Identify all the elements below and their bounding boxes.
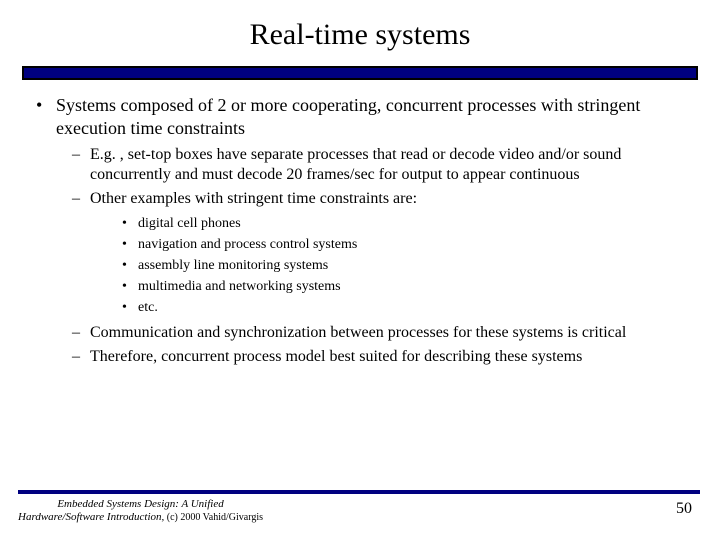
bullet-list-lvl3: digital cell phones navigation and proce…	[90, 215, 692, 317]
list-item: assembly line monitoring systems	[90, 257, 692, 276]
list-item: Other examples with stringent time const…	[56, 189, 692, 317]
page-number: 50	[676, 498, 692, 518]
bullet-text: digital cell phones	[138, 216, 241, 231]
bullet-list-lvl2: E.g. , set-top boxes have separate proce…	[56, 145, 692, 367]
bullet-list-lvl1: Systems composed of 2 or more cooperatin…	[28, 94, 692, 367]
title-divider-bar	[22, 66, 698, 80]
list-item: navigation and process control systems	[90, 236, 692, 255]
bullet-text: multimedia and networking systems	[138, 279, 341, 294]
footer-subtitle: Hardware/Software Introduction,	[18, 511, 164, 523]
list-item: Communication and synchronization betwee…	[56, 323, 692, 343]
footer-row: Embedded Systems Design: A Unified Hardw…	[18, 498, 692, 524]
bullet-text: navigation and process control systems	[138, 237, 357, 252]
slide-footer: Embedded Systems Design: A Unified Hardw…	[0, 490, 720, 524]
list-item: multimedia and networking systems	[90, 278, 692, 297]
footer-divider-bar	[18, 490, 700, 494]
slide: Real-time systems Systems composed of 2 …	[0, 0, 720, 540]
bullet-text: Therefore, concurrent process model best…	[90, 348, 582, 365]
bullet-text: Systems composed of 2 or more cooperatin…	[56, 95, 640, 138]
list-item: E.g. , set-top boxes have separate proce…	[56, 145, 692, 185]
bullet-text: assembly line monitoring systems	[138, 258, 328, 273]
footer-citation: Embedded Systems Design: A Unified Hardw…	[18, 498, 263, 524]
bullet-text: E.g. , set-top boxes have separate proce…	[90, 146, 621, 183]
slide-title: Real-time systems	[22, 18, 698, 52]
list-item: etc.	[90, 299, 692, 318]
bullet-text: etc.	[138, 300, 158, 315]
footer-book-title: Embedded Systems Design: A Unified	[57, 498, 223, 510]
slide-content: Systems composed of 2 or more cooperatin…	[22, 94, 698, 367]
footer-copyright: (c) 2000 Vahid/Givargis	[164, 512, 263, 523]
list-item: digital cell phones	[90, 215, 692, 234]
bullet-text: Communication and synchronization betwee…	[90, 324, 626, 341]
list-item: Systems composed of 2 or more cooperatin…	[28, 94, 692, 367]
bullet-text: Other examples with stringent time const…	[90, 190, 417, 207]
list-item: Therefore, concurrent process model best…	[56, 347, 692, 367]
